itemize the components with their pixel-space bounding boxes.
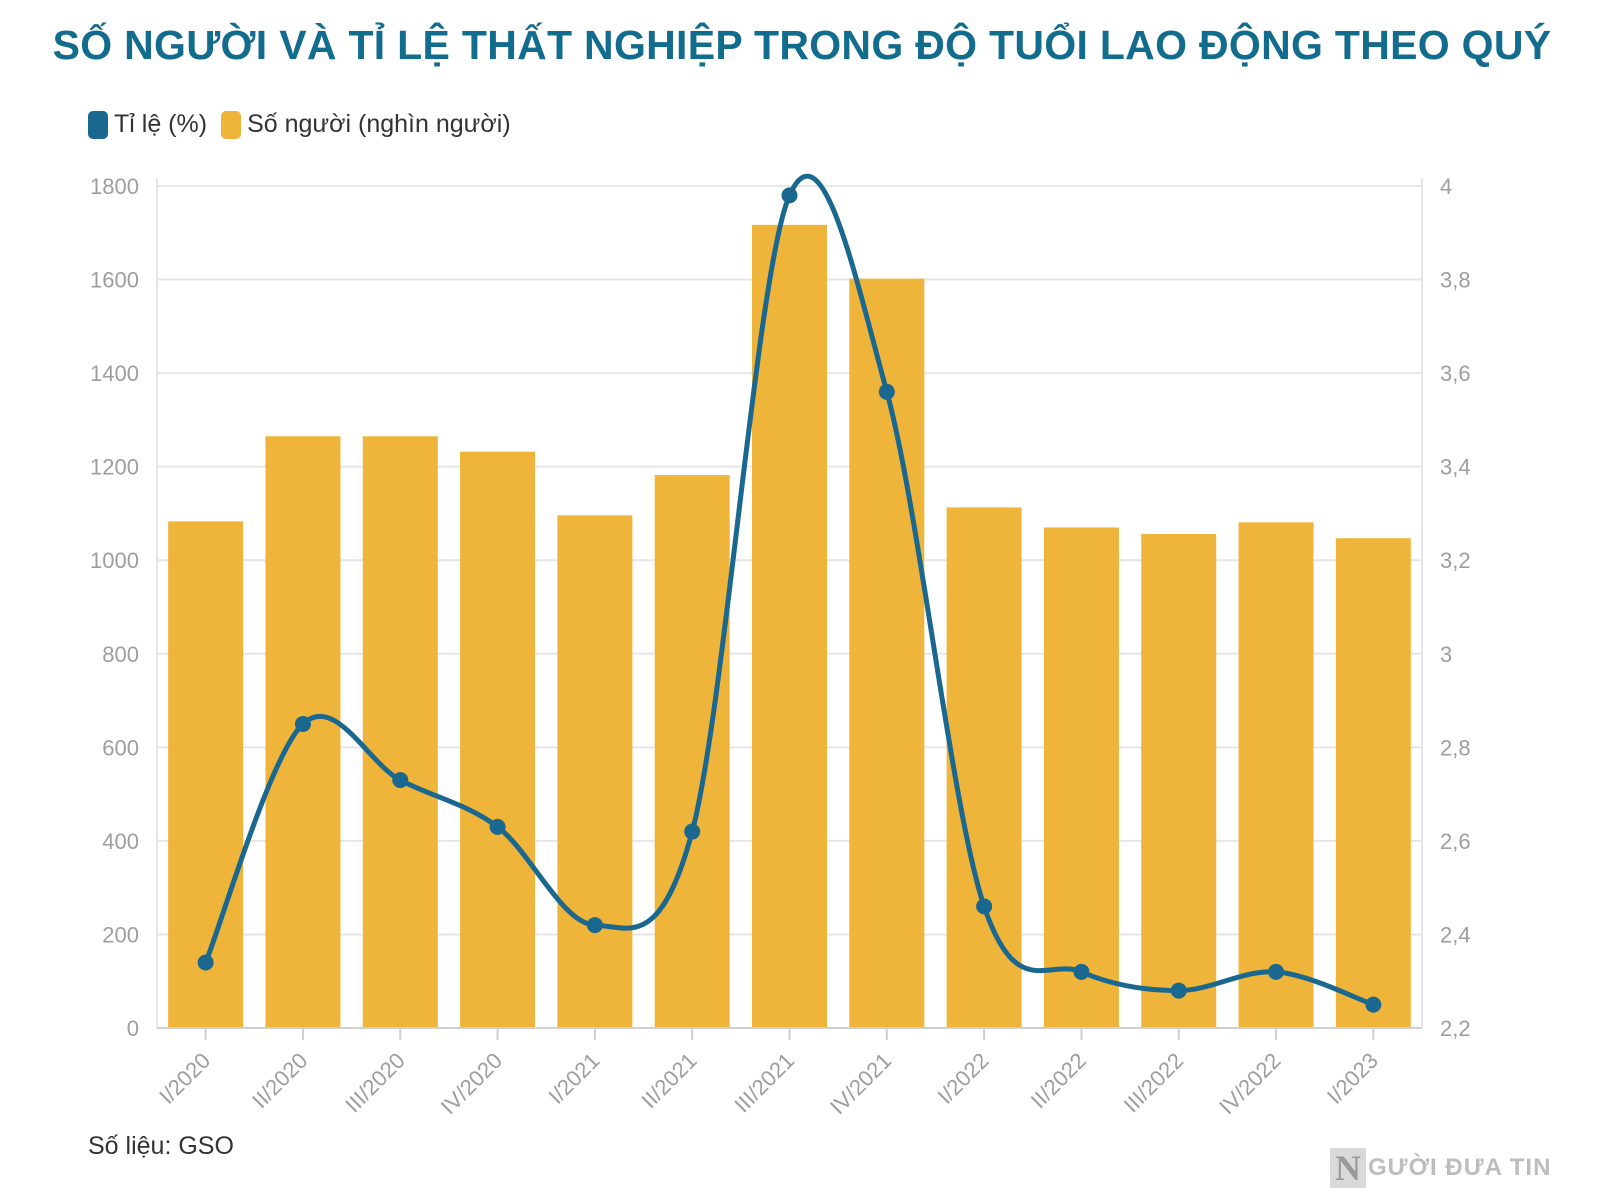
y-right-tick-label: 2,6 — [1440, 829, 1471, 854]
logo-text: GƯỜI ĐƯA TIN — [1368, 1154, 1552, 1181]
bar — [946, 507, 1022, 1028]
x-tick-label: I/2022 — [933, 1048, 994, 1109]
y-right-tick-label: 3,6 — [1440, 361, 1471, 386]
y-left-tick-label: 200 — [102, 922, 139, 947]
rate-point — [294, 715, 311, 732]
rate-point — [781, 187, 798, 204]
y-right-tick-label: 2,2 — [1440, 1016, 1471, 1041]
bar-series — [168, 224, 1411, 1029]
x-tick-label: II/2022 — [1026, 1048, 1091, 1113]
legend-item-count: Số người (nghìn người) — [221, 110, 511, 139]
bar — [1141, 534, 1217, 1028]
x-tick-label: I/2021 — [543, 1048, 604, 1109]
logo-mark: N — [1330, 1148, 1366, 1188]
bar — [1043, 527, 1119, 1028]
y-left-tick-label: 0 — [127, 1016, 139, 1041]
bar — [849, 278, 925, 1028]
y-right-tick-label: 3,2 — [1440, 548, 1471, 573]
y-right-tick-label: 3,8 — [1440, 268, 1471, 293]
rate-point — [878, 383, 895, 400]
x-tick-label: I/2020 — [154, 1048, 215, 1109]
rate-point — [976, 898, 993, 915]
rate-point — [1170, 982, 1187, 999]
x-tick-label: II/2021 — [636, 1048, 701, 1113]
x-tick-label: IV/2022 — [1214, 1048, 1285, 1119]
legend-label-rate: Tỉ lệ (%) — [114, 110, 208, 138]
rate-point — [684, 823, 701, 840]
legend-label-count: Số người (nghìn người) — [247, 110, 511, 138]
axes — [156, 178, 1423, 1040]
bar — [265, 436, 341, 1028]
bar — [460, 451, 536, 1029]
rate-point — [1268, 963, 1285, 980]
y-right-tick-label: 3 — [1440, 642, 1452, 667]
y-right-tick-label: 2,8 — [1440, 735, 1471, 760]
y-left-tick-label: 1600 — [90, 268, 139, 293]
bar — [362, 436, 438, 1028]
legend-swatch-count — [221, 110, 242, 139]
publisher-logo: N GƯỜI ĐƯA TIN — [1330, 1148, 1551, 1188]
chart-title: SỐ NGƯỜI VÀ TỈ LỆ THẤT NGHIỆP TRONG ĐỘ T… — [52, 22, 1552, 68]
x-tick-label: IV/2021 — [825, 1048, 896, 1119]
y-left-tick-label: 600 — [102, 735, 139, 760]
x-tick-label: III/2021 — [729, 1048, 799, 1118]
rate-point — [392, 772, 409, 789]
line-series — [197, 173, 1382, 1013]
y-left-tick-label: 1800 — [90, 174, 139, 199]
rate-point — [1365, 996, 1382, 1013]
bar — [168, 521, 244, 1028]
y-left-tick-label: 1000 — [90, 548, 139, 573]
bar — [752, 224, 827, 1028]
chart-legend: Tỉ lệ (%) Số người (nghìn người) — [88, 110, 525, 139]
y-left-tick-label: 800 — [102, 642, 139, 667]
bar — [1335, 538, 1411, 1028]
y-left-tick-label: 1400 — [90, 361, 139, 386]
rate-point — [197, 954, 214, 971]
rate-point — [1073, 963, 1090, 980]
bar — [654, 475, 730, 1028]
y-right-tick-label: 4 — [1440, 174, 1452, 199]
legend-item-rate: Tỉ lệ (%) — [88, 110, 207, 139]
source-note: Số liệu: GSO — [88, 1132, 234, 1160]
y-right-tick-label: 2,4 — [1440, 922, 1471, 947]
y-right-tick-label: 3,4 — [1440, 455, 1471, 480]
x-tick-label: II/2020 — [247, 1048, 312, 1113]
bar — [557, 515, 633, 1028]
x-tick-label: III/2020 — [340, 1048, 410, 1118]
rate-point — [586, 917, 603, 934]
legend-swatch-rate — [88, 110, 108, 139]
x-tick-label: III/2022 — [1119, 1048, 1189, 1118]
y-left-tick-label: 1200 — [90, 455, 139, 480]
bar — [1238, 522, 1314, 1028]
x-tick-label: I/2023 — [1322, 1048, 1383, 1109]
y-left-tick-label: 400 — [102, 829, 139, 854]
x-tick-label: IV/2020 — [436, 1048, 507, 1119]
rate-point — [489, 818, 506, 835]
